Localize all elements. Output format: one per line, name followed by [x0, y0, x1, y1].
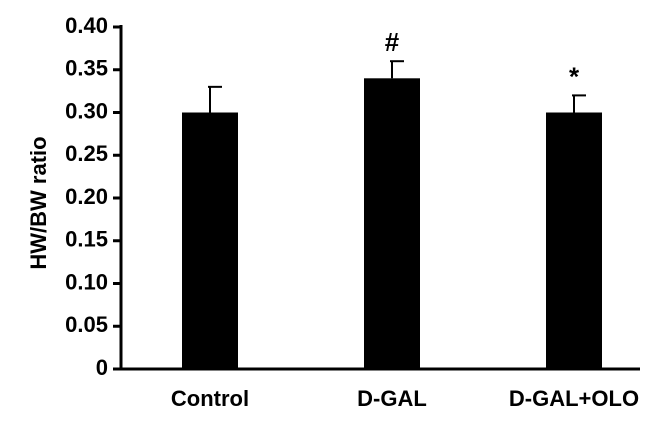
y-tick-label: 0.20 — [65, 184, 108, 209]
y-tick-label: 0.10 — [65, 269, 108, 294]
significance-mark: # — [385, 27, 400, 57]
y-tick-label: 0.05 — [65, 312, 108, 337]
bar-d-gal-olo — [546, 112, 602, 369]
significance-mark: * — [569, 61, 580, 91]
bar-control — [182, 112, 238, 369]
error-bars — [208, 60, 586, 113]
y-tick-label: 0.15 — [65, 227, 108, 252]
bars — [182, 78, 602, 370]
significance-annotations: #* — [385, 27, 580, 91]
y-tick-label: 0.35 — [65, 56, 108, 81]
x-tick-label: D-GAL+OLO — [509, 386, 639, 411]
y-tick-label: 0 — [96, 355, 108, 380]
x-axis-labels: Control D-GAL D-GAL+OLO — [171, 386, 639, 411]
x-tick-label: Control — [171, 386, 249, 411]
y-axis-ticks: 0 0.05 0.10 0.15 0.20 0.25 0.30 0.35 0.40 — [65, 13, 121, 380]
y-tick-label: 0.25 — [65, 141, 108, 166]
x-tick-label: D-GAL — [357, 386, 427, 411]
y-axis-title: HW/BW ratio — [26, 136, 51, 269]
y-tick-label: 0.40 — [65, 13, 108, 38]
y-tick-label: 0.30 — [65, 98, 108, 123]
bar-d-gal — [364, 78, 420, 370]
